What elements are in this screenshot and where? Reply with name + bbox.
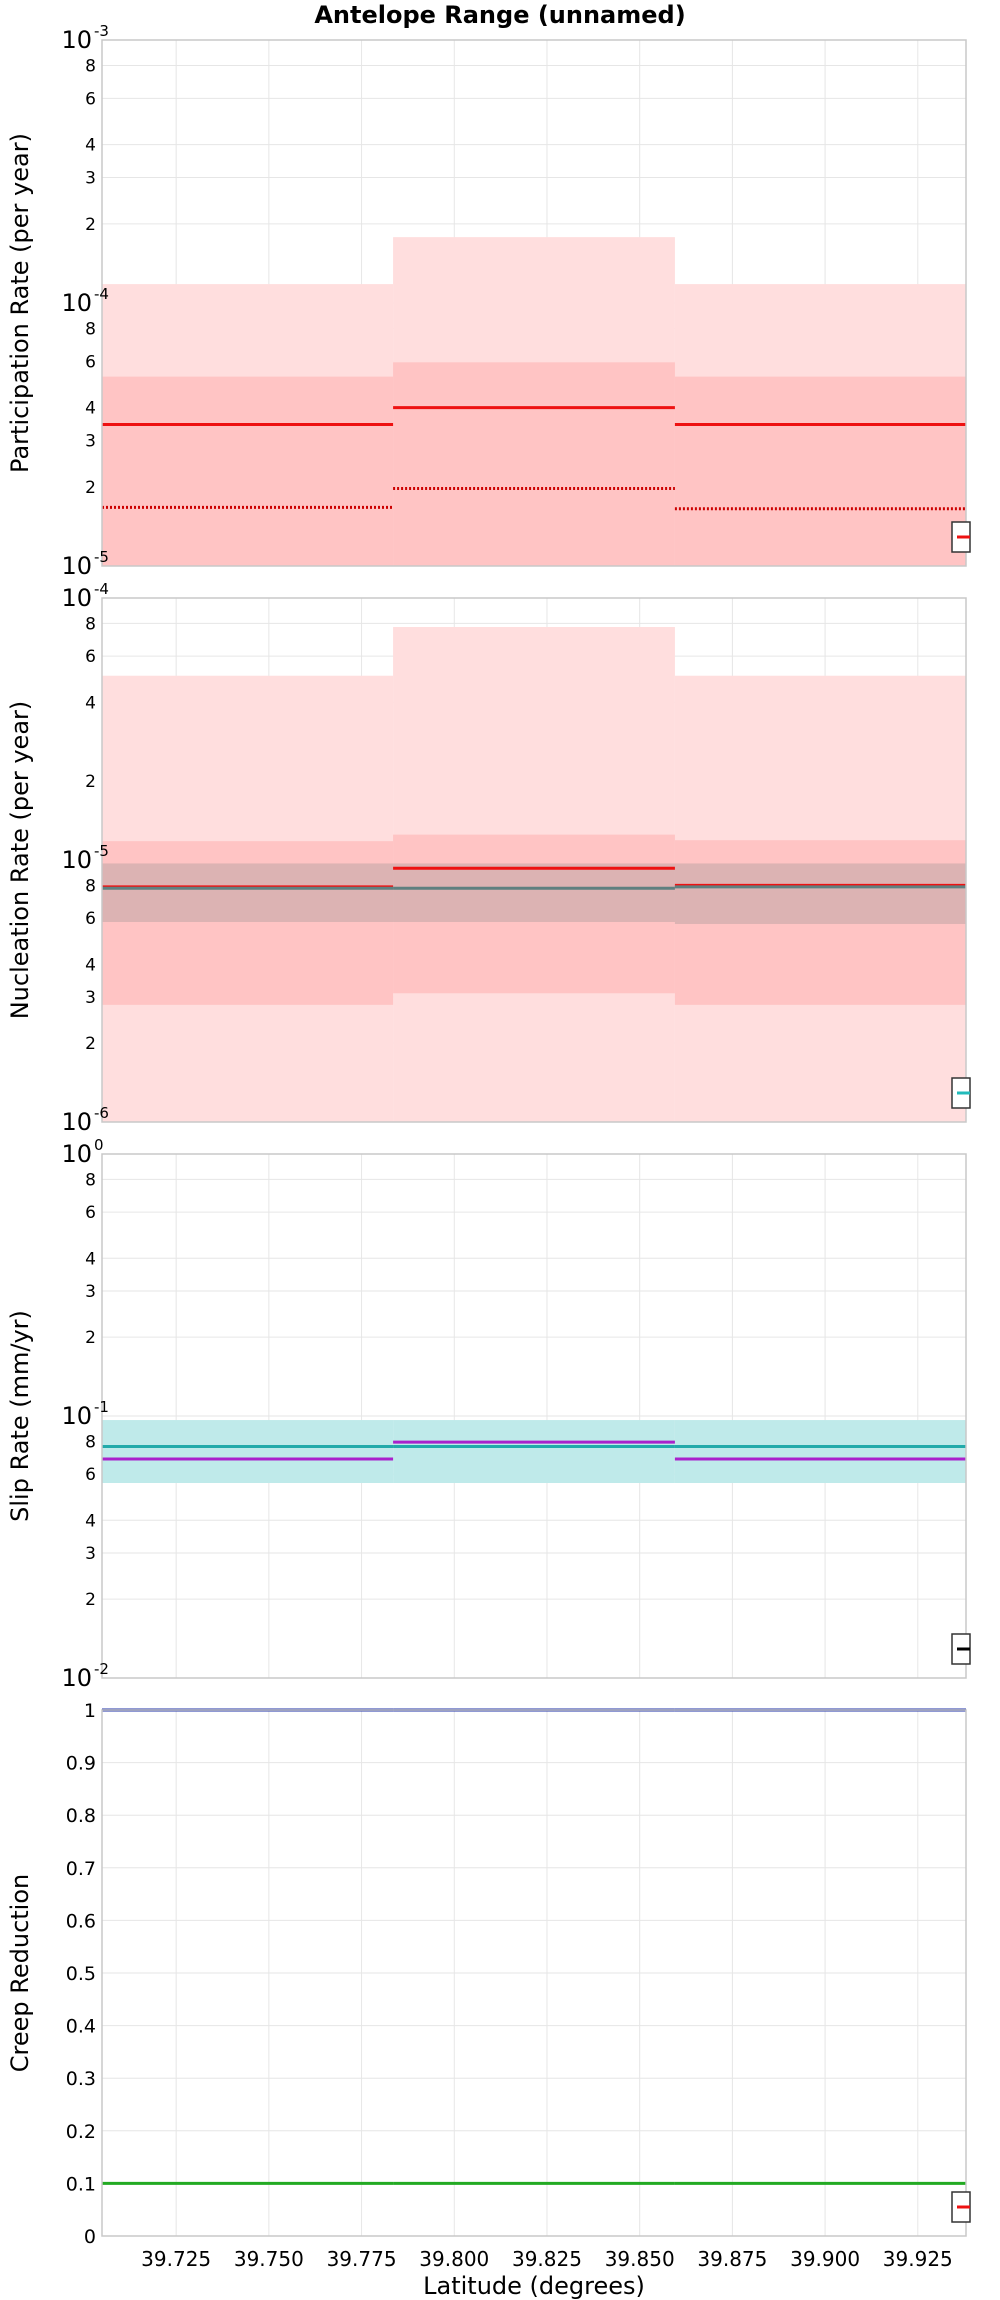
y-axis-label-nucleation: Nucleation Rate (per year) [6,701,34,1020]
plot-frame-nucleation [101,597,967,1123]
y-tick-label-base: 10 [61,1664,92,1692]
y-tick-label: 6 [85,1203,96,1223]
y-tick-label: 6 [85,352,96,372]
gray-band-bin-1 [102,863,394,922]
y-tick-label: 2 [85,478,96,498]
inner-band-bin-2 [393,834,675,994]
y-tick-label: 8 [85,1432,96,1452]
y-tick-label: 2 [85,1034,96,1054]
y-tick-label: 0.9 [66,1753,96,1775]
y-tick-label-base: 10 [61,584,92,612]
y-tick-label-base: 10 [61,26,92,54]
y-tick-label: 8 [85,319,96,339]
y-tick-label: 0.2 [66,2121,96,2143]
y-tick-label: 0.4 [66,2016,96,2038]
y-tick-label: 6 [85,89,96,109]
y-tick-label-exponent: 0 [94,1136,104,1154]
inner-band-bin-3 [674,840,966,1005]
y-tick-label: 8 [85,56,96,76]
y-tick-label: 8 [85,876,96,896]
y-tick-label: 2 [85,1328,96,1348]
y-tick-label: 3 [85,169,96,189]
y-tick-label-exponent: -6 [94,1104,109,1122]
x-tick-label: 39.800 [419,2247,489,2271]
y-tick-label: 4 [85,136,96,156]
y-tick-label-exponent: -5 [94,548,109,566]
plot-frame-participation [101,39,967,567]
y-tick-label: 0 [84,2226,96,2248]
y-axis-label-creep: Creep Reduction [6,1874,34,2072]
y-tick-label: 0.3 [66,2068,96,2090]
y-tick-label: 0.1 [66,2173,96,2195]
inner-band-bin-1 [102,841,394,1005]
y-tick-label: 6 [85,1465,96,1485]
inner-band-bin-1 [102,376,394,566]
x-axis-label: Latitude (degrees) [423,2272,645,2300]
gray-band-bin-3 [674,863,966,924]
y-tick-label-base: 10 [61,1402,92,1430]
y-tick-label-base: 10 [61,552,92,580]
y-tick-label-base: 10 [61,1108,92,1136]
y-tick-label-base: 10 [61,289,92,317]
x-tick-label: 39.850 [605,2247,675,2271]
x-tick-label: 39.900 [790,2247,860,2271]
page-title: Antelope Range (unnamed) [314,1,686,29]
inner-band-bin-3 [674,376,966,566]
x-tick-label: 39.825 [512,2247,582,2271]
y-tick-label-base: 10 [61,1140,92,1168]
x-tick-label: 39.925 [883,2247,953,2271]
y-tick-label: 6 [85,647,96,667]
y-tick-label-exponent: -5 [94,842,109,860]
y-tick-label-exponent: -3 [94,22,109,40]
y-tick-label-base: 10 [61,846,92,874]
y-tick-label: 2 [85,1590,96,1610]
y-tick-label: 8 [85,614,96,634]
y-tick-label: 3 [85,1282,96,1302]
gray-band-bin-2 [393,863,675,922]
plot-frame-slip [101,1153,967,1679]
y-tick-label: 0.5 [66,1963,96,1985]
y-tick-label: 3 [85,432,96,452]
y-tick-label: 4 [85,1249,96,1269]
y-tick-label: 3 [85,988,96,1008]
y-tick-label: 3 [85,1544,96,1564]
y-tick-label: 8 [85,1170,96,1190]
plot-frame-creep [101,1709,967,2237]
cyan-band-bin-3 [674,1420,966,1483]
x-tick-label: 39.725 [141,2247,211,2271]
y-tick-label: 4 [85,1511,96,1531]
y-tick-label: 0.6 [66,1910,96,1932]
x-tick-label: 39.875 [697,2247,767,2271]
y-tick-label: 0.7 [66,1858,96,1880]
inner-band-bin-2 [393,362,675,566]
y-axis-label-participation: Participation Rate (per year) [6,133,34,473]
y-tick-label: 6 [85,909,96,929]
y-tick-label-exponent: -1 [94,1398,109,1416]
y-tick-label-exponent: -2 [94,1660,109,1678]
y-tick-label: 4 [85,693,96,713]
x-tick-label: 39.750 [234,2247,304,2271]
y-tick-label: 1 [84,1700,96,1722]
x-tick-label: 39.775 [327,2247,397,2271]
y-tick-label: 4 [85,955,96,975]
y-axis-label-slip: Slip Rate (mm/yr) [6,1310,34,1522]
y-tick-label: 2 [85,772,96,792]
y-tick-label: 4 [85,399,96,419]
y-tick-label-exponent: -4 [94,285,109,303]
cyan-band-bin-2 [393,1420,675,1483]
y-tick-label: 2 [85,215,96,235]
y-tick-label-exponent: -4 [94,580,109,598]
cyan-band-bin-1 [102,1420,394,1483]
y-tick-label: 0.8 [66,1805,96,1827]
